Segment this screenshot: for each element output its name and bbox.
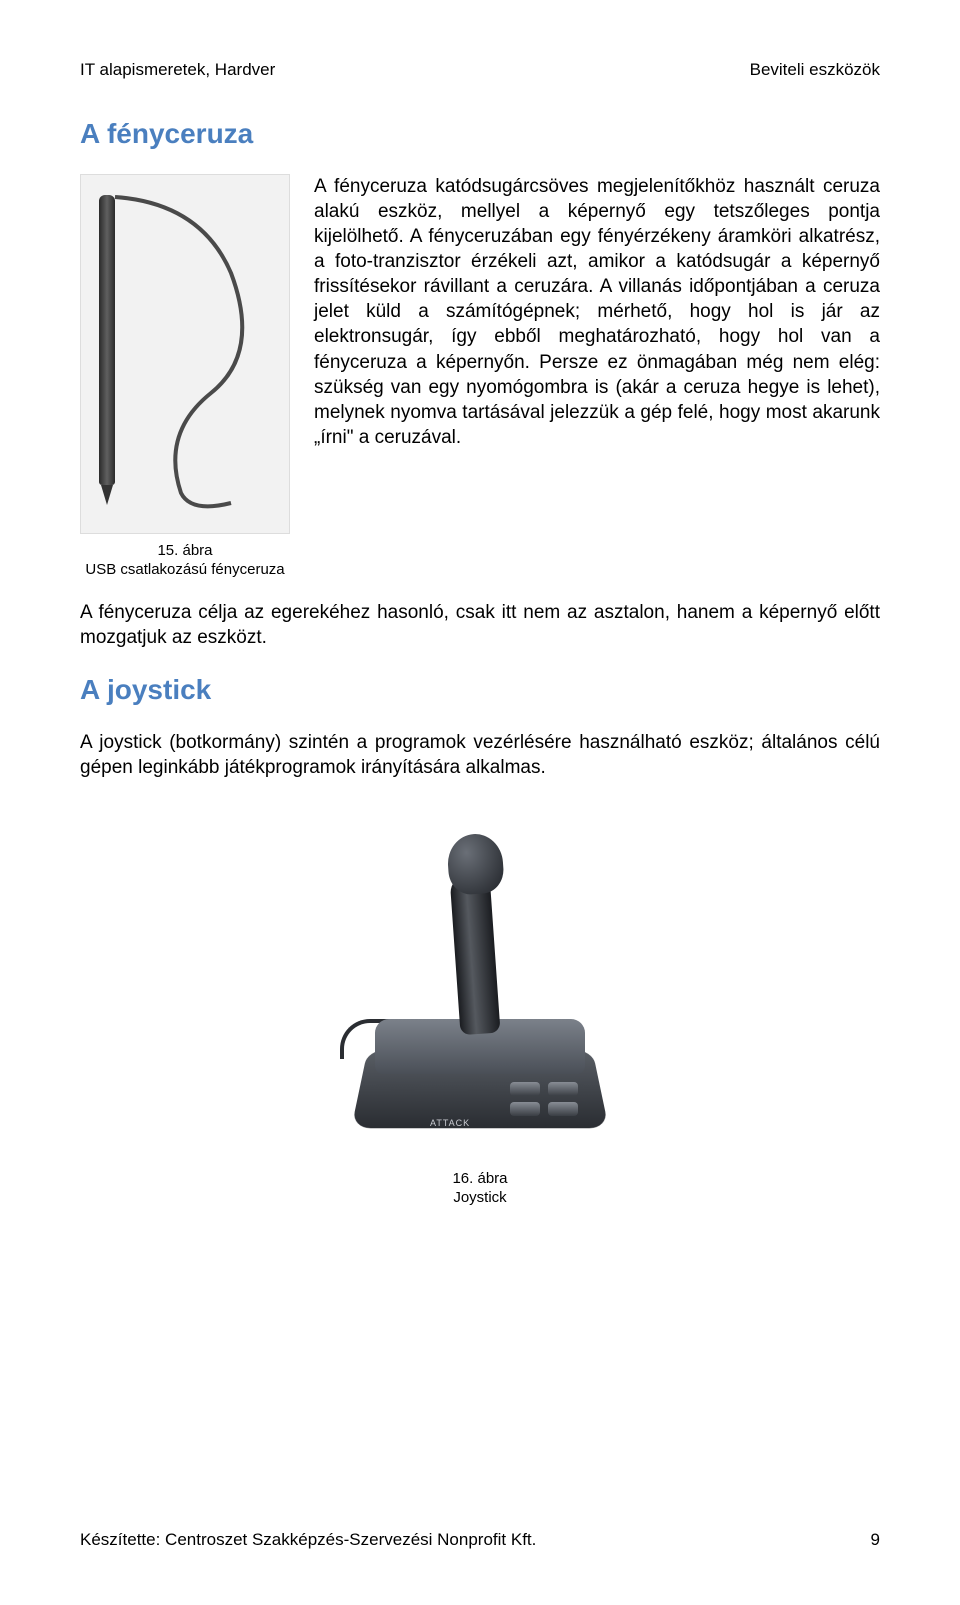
figure-number-16: 16. ábra <box>452 1170 507 1187</box>
lightpen-figure-column <box>80 174 290 534</box>
joystick-figure-caption: 16. ábra Joystick <box>80 1170 880 1208</box>
joystick-image: ATTACK <box>300 804 660 1164</box>
lightpen-paragraph-2: A fényceruza célja az egerekéhez hasonló… <box>80 600 880 650</box>
figure-label-15: USB csatlakozású fényceruza <box>85 561 284 578</box>
joystick-paragraph: A joystick (botkormány) szintén a progra… <box>80 730 880 780</box>
page-number: 9 <box>871 1530 880 1550</box>
joystick-figure: ATTACK 16. ábra Joystick <box>80 804 880 1208</box>
lightpen-figure-caption: 15. ábra USB csatlakozású fényceruza <box>80 542 290 580</box>
page-header: IT alapismeretek, Hardver Beviteli eszkö… <box>80 60 880 80</box>
section-title-joystick: A joystick <box>80 674 880 706</box>
section-title-lightpen: A fényceruza <box>80 118 880 150</box>
figure-label-16: Joystick <box>453 1189 506 1206</box>
lightpen-paragraph: A fényceruza katódsugárcsöves megjelenít… <box>314 174 880 534</box>
lightpen-cable-icon <box>111 193 271 513</box>
header-right: Beviteli eszközök <box>750 60 880 80</box>
lightpen-image <box>80 174 290 534</box>
figure-number-15: 15. ábra <box>157 542 212 559</box>
header-left: IT alapismeretek, Hardver <box>80 60 275 80</box>
footer-credit: Készítette: Centroszet Szakképzés-Szerve… <box>80 1530 536 1550</box>
lightpen-content-row: A fényceruza katódsugárcsöves megjelenít… <box>80 174 880 534</box>
page-footer: Készítette: Centroszet Szakképzés-Szerve… <box>80 1530 880 1550</box>
